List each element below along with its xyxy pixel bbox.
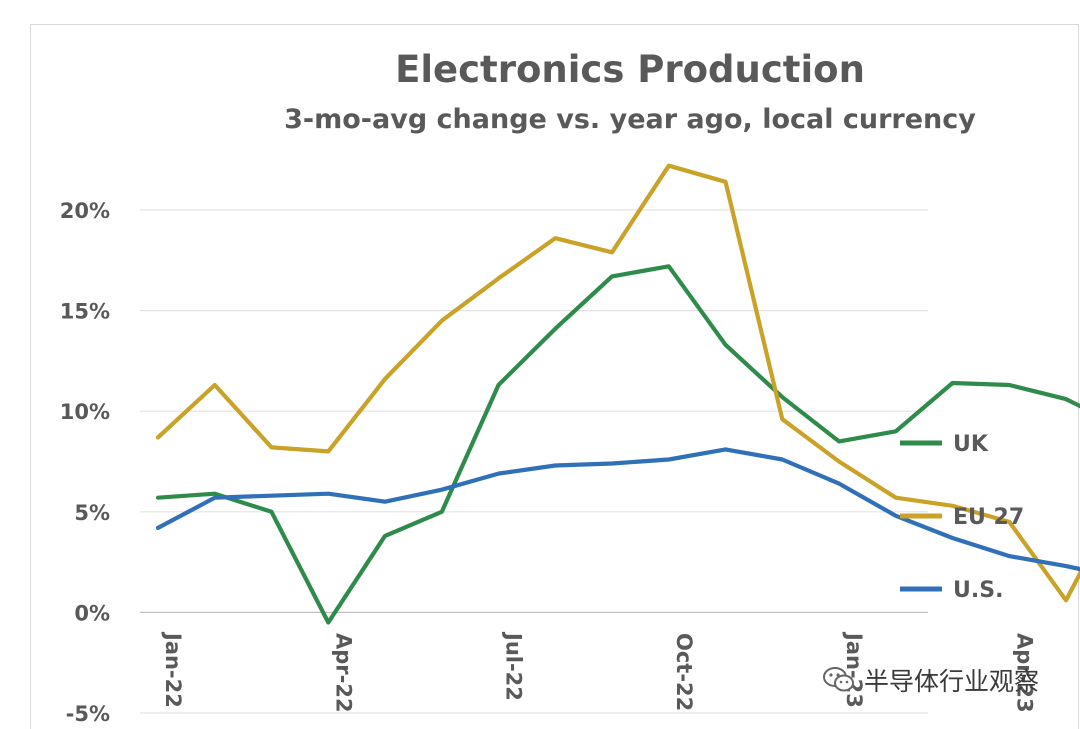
y-tick-label: 10% [60, 400, 110, 424]
y-tick-label: 5% [74, 501, 110, 525]
y-tick-label: 0% [74, 601, 110, 625]
wechat-icon [823, 667, 854, 692]
series-line [155, 447, 1080, 572]
chart-subtitle: 3-mo-avg change vs. year ago, local curr… [284, 104, 976, 135]
x-tick-label: Jan-22 [161, 631, 185, 708]
y-tick-label: 20% [60, 199, 110, 223]
chart-title: Electronics Production [395, 48, 865, 91]
watermark: 半导体行业观察 [822, 660, 1039, 700]
chart-frame [30, 24, 1079, 729]
series-u-s- [155, 447, 1080, 572]
x-tick-label: Apr-22 [331, 633, 355, 713]
series-line [155, 163, 1080, 603]
series-line [155, 264, 1080, 625]
x-tick-label: Jan-23 [842, 631, 866, 708]
watermark-text: 半导体行业观察 [864, 667, 1040, 696]
x-tick-label: Apr-23 [1012, 633, 1036, 713]
series-uk [155, 264, 1080, 625]
x-tick-label: Jul-22 [502, 631, 526, 701]
legend-label: U.S. [953, 578, 1003, 603]
series-eu-27 [155, 163, 1080, 603]
y-tick-label: 15% [60, 300, 110, 324]
legend-label: UK [953, 432, 989, 457]
x-tick-label: Oct-22 [672, 633, 696, 711]
y-tick-label: -5% [66, 702, 110, 726]
legend-label: EU 27 [953, 505, 1024, 530]
